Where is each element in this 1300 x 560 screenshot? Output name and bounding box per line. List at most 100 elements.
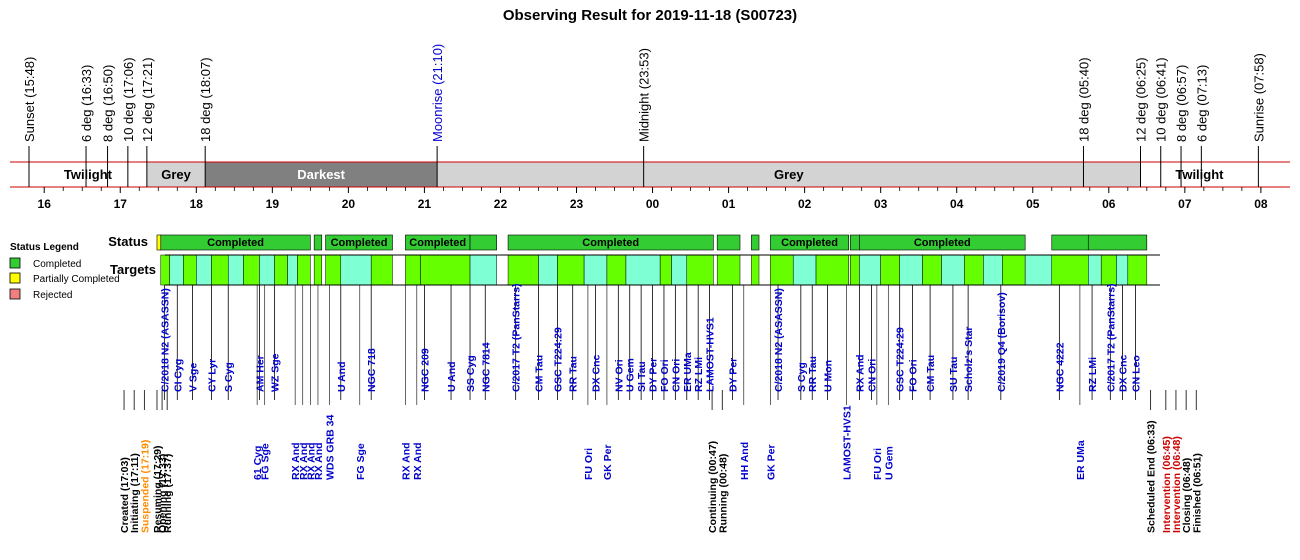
sky-band-label-3: Grey bbox=[774, 167, 804, 182]
legend-label-rejected: Rejected bbox=[33, 290, 72, 301]
log-event-label-2: Suspended (17:19) bbox=[139, 440, 151, 533]
hour-label-16: 08 bbox=[1254, 197, 1268, 211]
log-events: Created (17:03)Initiating (17:11)Suspend… bbox=[119, 390, 1203, 533]
log-event-label-12: Finished (06:51) bbox=[1191, 453, 1203, 533]
chart-title: Observing Result for 2019-11-18 (S00723) bbox=[503, 7, 797, 24]
target-block-22 bbox=[606, 254, 627, 286]
target-label-40: NGC 4222 bbox=[1054, 342, 1066, 392]
secondary-label-0: 61 Cyg bbox=[252, 446, 264, 480]
targets-row bbox=[160, 254, 1160, 286]
target-label-23: CN Ori bbox=[670, 359, 682, 392]
legend-swatch-partially-completed bbox=[9, 272, 21, 284]
target-label-12: NGC 7814 bbox=[480, 342, 492, 392]
target-block-18 bbox=[507, 254, 539, 286]
log-event-label-6: Continuing (00:47) bbox=[707, 441, 719, 533]
target-block-21 bbox=[583, 254, 608, 286]
sky-event-label-2: 8 deg (16:50) bbox=[101, 65, 116, 142]
target-block-30 bbox=[792, 254, 817, 286]
target-block-2 bbox=[183, 254, 197, 286]
target-block-1 bbox=[169, 254, 184, 286]
target-label-38: Scholz's Star bbox=[963, 326, 975, 392]
target-block-46 bbox=[1127, 254, 1148, 286]
target-block-34 bbox=[880, 254, 900, 286]
status-segment-6 bbox=[507, 234, 714, 251]
target-label-4: S Cyg bbox=[223, 362, 235, 392]
secondary-label-12: HH And bbox=[739, 442, 751, 480]
target-label-27: DY Per bbox=[727, 358, 739, 392]
secondary-label-7: FG Sge bbox=[355, 443, 367, 480]
status-segment-0 bbox=[156, 234, 162, 251]
legend-title: Status Legend bbox=[10, 242, 79, 253]
status-segment-2 bbox=[313, 234, 323, 251]
target-label-19: U Gem bbox=[625, 358, 637, 392]
log-event-label-9: Intervention (06:45) bbox=[1161, 436, 1173, 533]
target-block-24 bbox=[659, 254, 672, 286]
hour-label-8: 00 bbox=[646, 197, 660, 211]
sky-band-2 bbox=[205, 162, 438, 187]
status-segment-8 bbox=[751, 234, 760, 251]
sky-band-label-0: Twilight bbox=[64, 167, 113, 182]
target-block-26 bbox=[686, 254, 714, 286]
target-label-3: CY Lyr bbox=[207, 359, 219, 392]
sky-event-label-8: 18 deg (05:40) bbox=[1076, 57, 1091, 142]
target-block-12 bbox=[325, 254, 342, 286]
sky-event-label-4: 12 deg (17:21) bbox=[140, 57, 155, 142]
target-block-33 bbox=[859, 254, 881, 286]
status-segment-7 bbox=[716, 234, 741, 251]
target-label-28: C/2018 N2 (ASASSN) bbox=[773, 288, 785, 392]
secondary-label-3: RX And bbox=[298, 442, 310, 480]
log-event-label-7: Running (00:48) bbox=[717, 454, 729, 533]
target-label-7: U And bbox=[336, 361, 348, 392]
target-label-24: ER UMa bbox=[682, 352, 694, 392]
target-label-22: FO Ori bbox=[659, 359, 671, 392]
target-label-20: SI Tau bbox=[636, 361, 648, 392]
target-label-2: V Sge bbox=[187, 363, 199, 392]
secondary-label-10: FU Ori bbox=[583, 448, 595, 480]
target-label-14: CM Tau bbox=[533, 355, 545, 392]
target-label-0: C/2018 N2 (ASASSN) bbox=[159, 288, 171, 392]
target-block-27 bbox=[716, 254, 741, 286]
sky-event-markers: Sunset (15:48) 6 deg (16:33) 8 deg (16:50)… bbox=[22, 44, 1266, 187]
status-segment-10 bbox=[849, 234, 860, 251]
target-block-40 bbox=[1002, 254, 1026, 286]
target-block-32 bbox=[850, 254, 860, 286]
target-label-39: C/2019 Q4 (Borisov) bbox=[996, 292, 1008, 392]
target-label-41: RZ LMi bbox=[1087, 357, 1099, 392]
hour-label-13: 05 bbox=[1026, 197, 1040, 211]
target-block-16 bbox=[420, 254, 471, 286]
target-label-42: C/2017 T2 (PanStarrs) bbox=[1105, 283, 1117, 392]
target-label-29: S Cyg bbox=[796, 362, 808, 392]
target-block-9 bbox=[287, 254, 298, 286]
target-label-30: RR Tau bbox=[807, 356, 819, 392]
sky-event-label-5: 18 deg (18:07) bbox=[198, 57, 213, 142]
log-event-label-10: Intervention (06:48) bbox=[1171, 436, 1183, 533]
target-label-31: U Mon bbox=[822, 360, 834, 392]
sky-band-4 bbox=[1140, 162, 1259, 187]
legend-label-partially-completed: Partially Completed bbox=[33, 274, 120, 285]
secondary-label-8: RX And bbox=[400, 442, 412, 480]
target-block-28 bbox=[751, 254, 760, 286]
target-block-11 bbox=[313, 254, 323, 286]
status-segment-3 bbox=[325, 234, 393, 251]
target-label-6: WZ Sge bbox=[270, 353, 282, 392]
secondary-label-5: RX And bbox=[313, 442, 325, 480]
log-event-label-3: Resuming (17:29) bbox=[152, 445, 164, 533]
target-block-19 bbox=[538, 254, 558, 286]
secondary-label-16: U Gem bbox=[883, 446, 895, 480]
target-block-4 bbox=[211, 254, 229, 286]
target-block-23 bbox=[625, 254, 661, 286]
target-block-20 bbox=[557, 254, 585, 286]
target-label-21: DY Per bbox=[648, 358, 660, 392]
target-block-13 bbox=[340, 254, 372, 286]
target-label-25: RZ LMi bbox=[693, 357, 705, 392]
target-block-17 bbox=[469, 254, 497, 286]
target-label-26: LAMOST-HVS1 bbox=[705, 317, 717, 392]
status-segment-5 bbox=[469, 234, 497, 251]
sky-event-label-1: 6 deg (16:33) bbox=[79, 65, 94, 142]
target-block-36 bbox=[922, 254, 942, 286]
log-event-label-4: Opening (17:33) bbox=[157, 454, 169, 533]
status-row-label: Status bbox=[108, 234, 148, 249]
target-block-41 bbox=[1024, 254, 1053, 286]
sky-condition-bands: Twilight Grey Darkest Grey Twilight bbox=[10, 161, 1290, 188]
target-label-36: CM Tau bbox=[925, 355, 937, 392]
